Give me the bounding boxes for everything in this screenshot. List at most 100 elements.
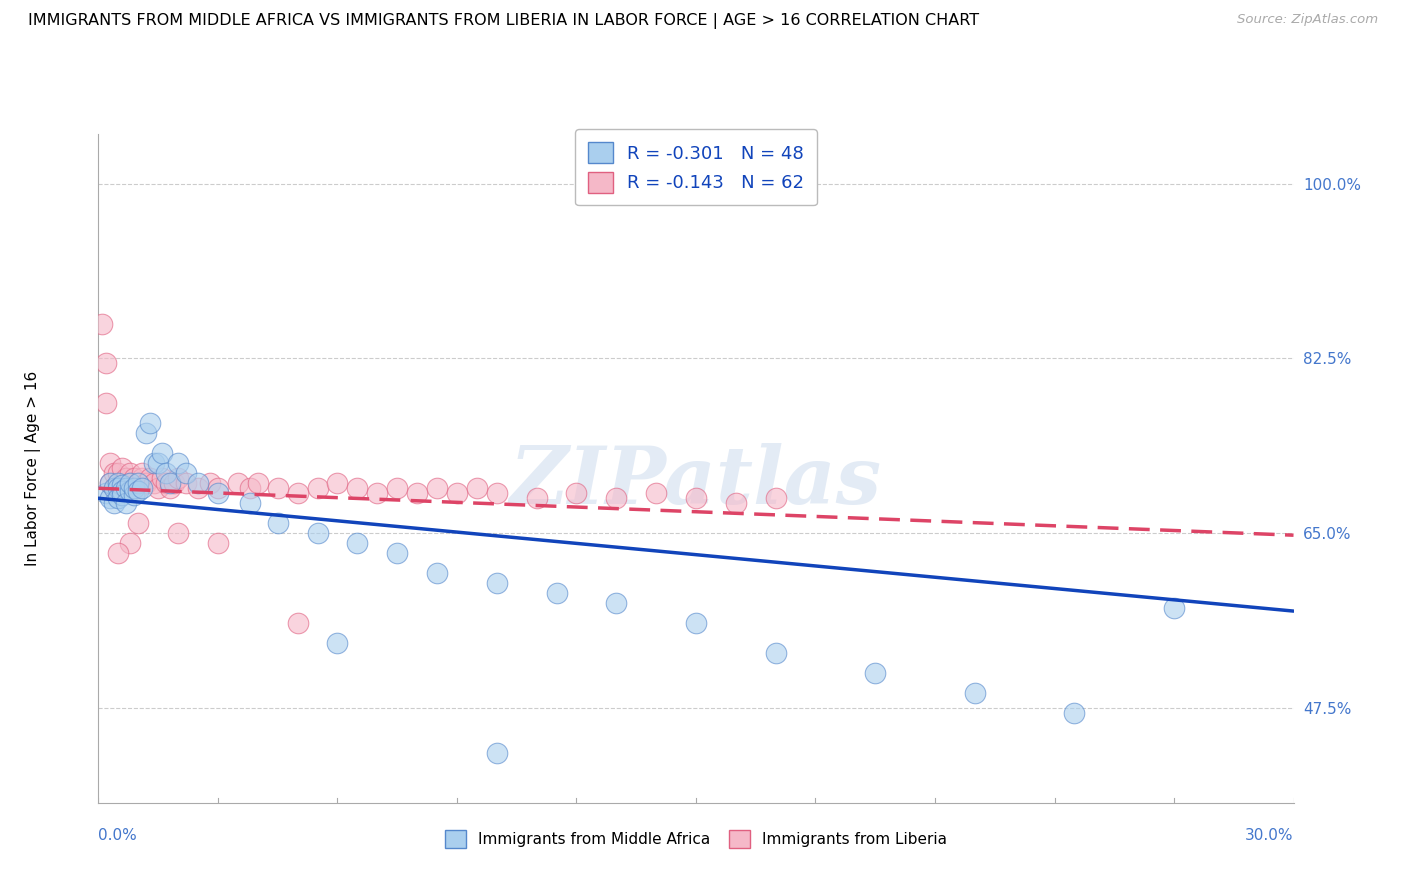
- Point: [159, 476, 181, 491]
- Point: [685, 616, 707, 631]
- Point: [115, 481, 138, 495]
- Point: [127, 476, 149, 491]
- Point: [107, 476, 129, 491]
- Point: [100, 456, 122, 470]
- Point: [198, 476, 221, 491]
- Point: [326, 476, 349, 491]
- Point: [485, 576, 508, 591]
- Text: Source: ZipAtlas.com: Source: ZipAtlas.com: [1237, 13, 1378, 27]
- Point: [239, 496, 262, 510]
- Point: [207, 486, 229, 500]
- Point: [385, 546, 409, 560]
- Text: In Labor Force | Age > 16: In Labor Force | Age > 16: [25, 371, 41, 566]
- Point: [96, 356, 118, 370]
- Legend: Immigrants from Middle Africa, Immigrants from Liberia: Immigrants from Middle Africa, Immigrant…: [437, 822, 955, 855]
- Point: [135, 476, 157, 491]
- Point: [111, 484, 134, 499]
- Point: [167, 471, 190, 485]
- Point: [366, 486, 388, 500]
- Text: ZIPatlas: ZIPatlas: [510, 443, 882, 520]
- Point: [148, 481, 170, 495]
- Point: [167, 456, 190, 470]
- Point: [150, 446, 173, 460]
- Point: [406, 486, 429, 500]
- Point: [565, 486, 588, 500]
- Point: [127, 476, 149, 491]
- Point: [139, 417, 162, 431]
- Point: [124, 488, 146, 502]
- Point: [120, 484, 142, 499]
- Point: [963, 686, 986, 700]
- Point: [267, 516, 290, 531]
- Point: [287, 616, 309, 631]
- Point: [765, 491, 787, 506]
- Point: [115, 471, 138, 485]
- Point: [127, 484, 149, 499]
- Point: [207, 536, 229, 550]
- Point: [135, 426, 157, 441]
- Point: [124, 481, 146, 495]
- Point: [120, 467, 142, 481]
- Point: [115, 481, 138, 495]
- Point: [91, 317, 114, 331]
- Point: [155, 476, 177, 491]
- Point: [446, 486, 468, 500]
- Point: [150, 471, 173, 485]
- Point: [1063, 706, 1085, 720]
- Point: [100, 476, 122, 491]
- Point: [485, 486, 508, 500]
- Point: [174, 476, 197, 491]
- Point: [159, 481, 181, 495]
- Point: [155, 467, 177, 481]
- Point: [187, 476, 209, 491]
- Point: [111, 461, 134, 475]
- Text: 30.0%: 30.0%: [1246, 828, 1294, 843]
- Point: [346, 536, 368, 550]
- Point: [139, 471, 162, 485]
- Point: [167, 526, 190, 541]
- Point: [426, 566, 449, 581]
- Point: [605, 596, 627, 610]
- Point: [863, 665, 887, 680]
- Point: [131, 471, 153, 485]
- Point: [465, 481, 488, 495]
- Point: [143, 476, 166, 491]
- Point: [103, 467, 125, 481]
- Point: [1163, 601, 1185, 615]
- Point: [103, 481, 125, 495]
- Point: [526, 491, 548, 506]
- Point: [96, 396, 118, 410]
- Point: [107, 467, 129, 481]
- Point: [111, 478, 134, 492]
- Point: [485, 746, 508, 760]
- Point: [107, 491, 129, 506]
- Point: [124, 471, 146, 485]
- Point: [120, 536, 142, 550]
- Point: [148, 456, 170, 470]
- Point: [685, 491, 707, 506]
- Point: [107, 476, 129, 491]
- Point: [131, 481, 153, 495]
- Point: [326, 636, 349, 650]
- Point: [287, 486, 309, 500]
- Point: [307, 481, 329, 495]
- Point: [546, 586, 568, 600]
- Point: [605, 491, 627, 506]
- Point: [120, 476, 142, 491]
- Point: [100, 491, 122, 506]
- Point: [246, 476, 269, 491]
- Point: [131, 467, 153, 481]
- Point: [115, 496, 138, 510]
- Text: 0.0%: 0.0%: [98, 828, 138, 843]
- Point: [226, 476, 249, 491]
- Point: [645, 486, 668, 500]
- Point: [765, 646, 787, 660]
- Text: IMMIGRANTS FROM MIDDLE AFRICA VS IMMIGRANTS FROM LIBERIA IN LABOR FORCE | AGE > : IMMIGRANTS FROM MIDDLE AFRICA VS IMMIGRA…: [28, 13, 979, 29]
- Point: [143, 456, 166, 470]
- Point: [174, 467, 197, 481]
- Point: [107, 481, 129, 495]
- Point: [127, 516, 149, 531]
- Point: [346, 481, 368, 495]
- Point: [107, 546, 129, 560]
- Point: [120, 476, 142, 491]
